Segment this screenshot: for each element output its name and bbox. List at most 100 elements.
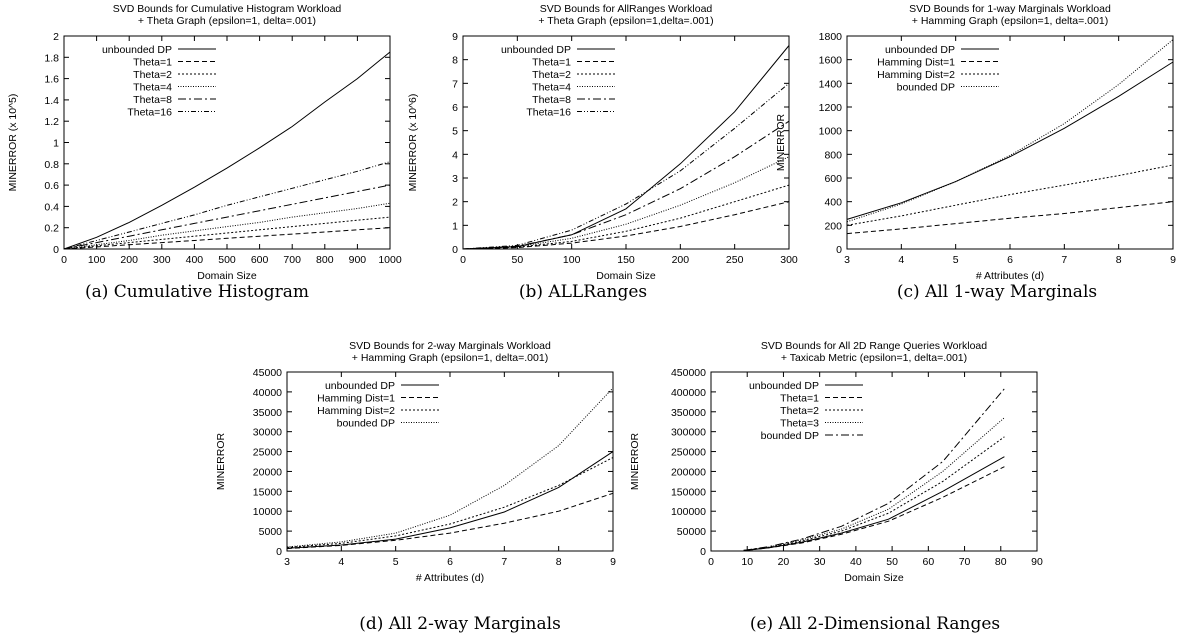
x-tick-label: 4: [338, 556, 344, 568]
legend-label: Theta=8: [532, 94, 571, 106]
chart-subtitle: + Hamming Graph (epsilon=1, delta=.001): [912, 15, 1108, 27]
chart-2: SVD Bounds for AllRanges Workload+ Theta…: [407, 3, 798, 302]
x-tick-label: 500: [218, 254, 236, 266]
x-tick-label: 200: [672, 254, 690, 266]
x-tick-label: 0: [460, 254, 466, 266]
y-tick-label: 800: [824, 149, 842, 161]
y-tick-label: 1: [452, 220, 458, 232]
legend-label: Hamming Dist=1: [317, 393, 395, 405]
y-tick-label: 600: [824, 173, 842, 185]
y-tick-label: 1800: [819, 31, 843, 43]
series-line-3: [63, 216, 391, 250]
y-tick-label: 0: [700, 546, 706, 558]
y-tick-label: 45000: [253, 367, 282, 379]
series-line-1: [286, 451, 614, 549]
y-axis-label: MINERROR: [775, 114, 787, 172]
series-line-5: [63, 184, 391, 250]
series-line-6: [462, 82, 790, 250]
series-line-1: [846, 61, 1174, 220]
series-line-1: [63, 51, 391, 250]
x-tick-label: 80: [995, 556, 1007, 568]
x-tick-label: 20: [778, 556, 790, 568]
y-tick-label: 0.6: [44, 180, 59, 192]
y-tick-label: 400000: [671, 387, 706, 399]
legend-label: unbounded DP: [501, 44, 571, 56]
x-tick-label: 6: [447, 556, 453, 568]
x-tick-label: 100: [563, 254, 581, 266]
chart-4: SVD Bounds for 2-way Marginals Workload+…: [215, 340, 616, 634]
y-tick-label: 7: [452, 78, 458, 90]
y-tick-label: 10000: [253, 506, 282, 518]
y-tick-label: 0.2: [44, 223, 59, 235]
y-tick-label: 0: [452, 244, 458, 256]
x-tick-label: 300: [153, 254, 171, 266]
chart-title: SVD Bounds for All 2D Range Queries Work…: [761, 340, 987, 352]
legend: unbounded DPTheta=1Theta=2Theta=4Theta=8…: [501, 44, 615, 119]
x-tick-label: 0: [708, 556, 714, 568]
y-tick-label: 2: [53, 31, 59, 43]
x-tick-label: 30: [814, 556, 826, 568]
y-tick-label: 50000: [677, 526, 706, 538]
y-tick-label: 5000: [259, 526, 283, 538]
y-axis-label: MINERROR (x 10^6): [407, 94, 419, 192]
x-tick-label: 6: [1007, 254, 1013, 266]
series-line-6: [63, 161, 391, 250]
y-tick-label: 250000: [671, 447, 706, 459]
figure-caption: (b) ALLRanges: [519, 282, 647, 302]
y-tick-label: 1.8: [44, 52, 59, 64]
legend-label: Theta=4: [532, 82, 571, 94]
x-tick-label: 40: [850, 556, 862, 568]
figure-caption: (e) All 2-Dimensional Ranges: [750, 614, 1000, 634]
x-tick-label: 9: [610, 556, 616, 568]
x-axis-label: Domain Size: [197, 270, 257, 282]
x-tick-label: 8: [1116, 254, 1122, 266]
y-tick-label: 150000: [671, 486, 706, 498]
legend-label: Theta=16: [526, 107, 571, 119]
y-tick-label: 6: [452, 102, 458, 114]
x-axis-label: # Attributes (d): [976, 270, 1044, 282]
legend-label: Theta=2: [532, 69, 571, 81]
x-tick-label: 3: [844, 254, 850, 266]
legend-label: unbounded DP: [749, 380, 819, 392]
legend: unbounded DPTheta=1Theta=2Theta=3bounded…: [749, 380, 863, 442]
x-tick-label: 3: [284, 556, 290, 568]
series-line-3: [743, 436, 1005, 551]
x-axis-label: Domain Size: [844, 572, 904, 584]
x-tick-label: 5: [393, 556, 399, 568]
x-tick-label: 7: [501, 556, 507, 568]
y-tick-label: 450000: [671, 367, 706, 379]
chart-title: SVD Bounds for 1-way Marginals Workload: [909, 3, 1111, 15]
chart-5: SVD Bounds for All 2D Range Queries Work…: [629, 340, 1043, 634]
legend: unbounded DPTheta=1Theta=2Theta=4Theta=8…: [102, 44, 216, 119]
x-tick-label: 700: [283, 254, 301, 266]
y-tick-label: 1000: [819, 126, 843, 138]
series-line-4: [462, 156, 790, 250]
chart-title: SVD Bounds for Cumulative Histogram Work…: [113, 3, 342, 15]
y-tick-label: 200: [824, 220, 842, 232]
series-line-4: [743, 417, 1005, 551]
y-tick-label: 20000: [253, 466, 282, 478]
series-line-2: [286, 492, 614, 550]
x-axis-label: Domain Size: [596, 270, 656, 282]
y-tick-label: 0: [836, 244, 842, 256]
x-tick-label: 8: [556, 556, 562, 568]
y-tick-label: 3: [452, 173, 458, 185]
series-line-2: [846, 201, 1174, 235]
y-tick-label: 5: [452, 126, 458, 138]
y-tick-label: 0.8: [44, 159, 59, 171]
legend-label: Theta=3: [780, 418, 819, 430]
x-tick-label: 60: [922, 556, 934, 568]
legend-label: Theta=8: [133, 94, 172, 106]
x-tick-label: 800: [316, 254, 334, 266]
legend-label: Theta=2: [780, 405, 819, 417]
series-line-3: [286, 457, 614, 548]
y-tick-label: 1.2: [44, 116, 59, 128]
y-axis-label: MINERROR: [215, 433, 227, 491]
x-tick-label: 50: [886, 556, 898, 568]
plot-frame: [710, 371, 1038, 552]
y-tick-label: 9: [452, 31, 458, 43]
legend-label: Hamming Dist=2: [317, 405, 395, 417]
y-tick-label: 1.4: [44, 95, 59, 107]
figure-caption: (a) Cumulative Histogram: [85, 282, 309, 302]
